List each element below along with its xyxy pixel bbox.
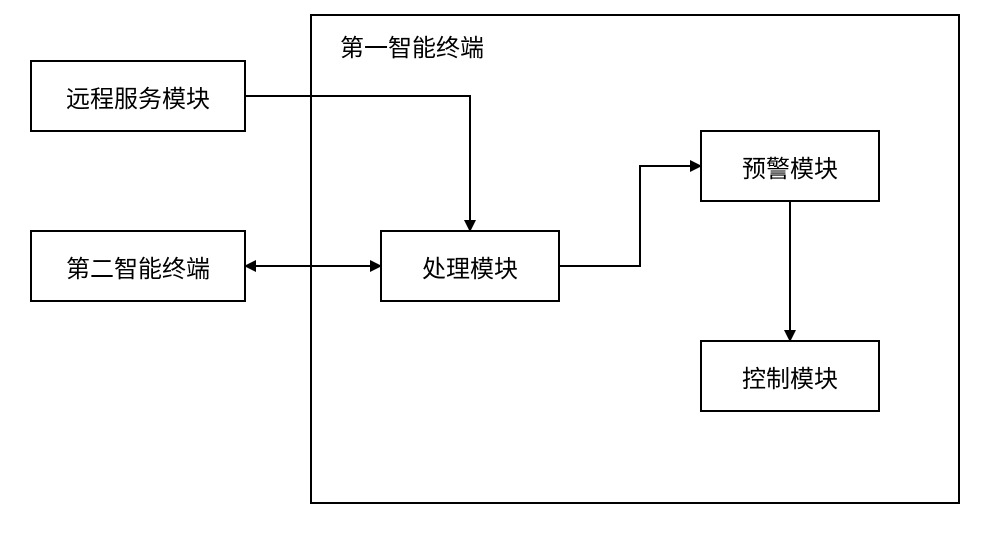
second-terminal-label: 第二智能终端 <box>66 249 210 284</box>
remote-service-module-box: 远程服务模块 <box>30 60 246 132</box>
diagram-canvas: { "type": "flowchart", "background_color… <box>0 0 1000 533</box>
warning-module-box: 预警模块 <box>700 130 880 202</box>
warning-label: 预警模块 <box>742 149 838 184</box>
processing-label: 处理模块 <box>422 249 518 284</box>
remote-service-label: 远程服务模块 <box>66 79 210 114</box>
first-terminal-label: 第一智能终端 <box>340 28 484 63</box>
control-module-box: 控制模块 <box>700 340 880 412</box>
control-label: 控制模块 <box>742 359 838 394</box>
processing-module-box: 处理模块 <box>380 230 560 302</box>
second-terminal-box: 第二智能终端 <box>30 230 246 302</box>
